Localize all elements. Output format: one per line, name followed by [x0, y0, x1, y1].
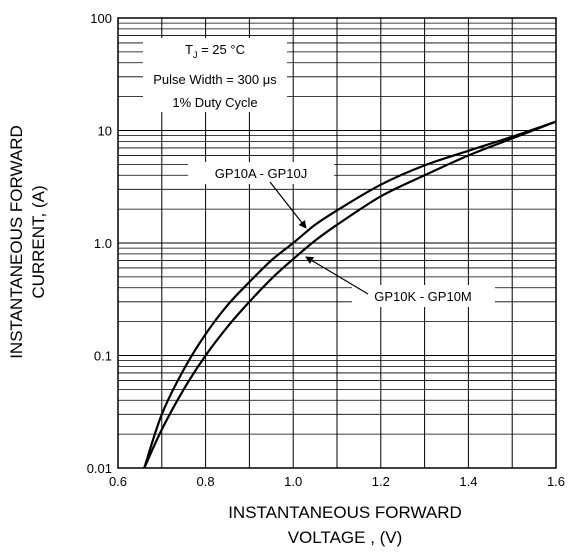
series-a-label: GP10A - GP10J: [215, 166, 308, 181]
tj-condition: TJ = 25 °C: [185, 42, 245, 60]
y-tick-label: 1.0: [94, 236, 112, 251]
series-b-leader-arrow: [305, 256, 369, 295]
series-line-gp10a-gp10j: [143, 120, 557, 469]
x-tick-label: 1.6: [547, 474, 565, 489]
series-b-label-bg: [352, 285, 495, 307]
series-b-label: GP10K - GP10M: [374, 289, 472, 304]
x-tick-label: 0.6: [109, 474, 127, 489]
x-tick-label: 1.4: [459, 474, 477, 489]
pulse-width-condition: Pulse Width = 300 μs: [153, 72, 277, 87]
y-tick-label: 10: [98, 124, 112, 139]
axis-titles: INSTANTANEOUS FORWARD VOLTAGE , (V) INST…: [7, 125, 462, 547]
plot-frame: [117, 17, 557, 469]
x-tick-label: 0.8: [197, 474, 215, 489]
series-a-leader-arrow: [269, 181, 307, 229]
series-line-gp10k-gp10m: [143, 120, 557, 469]
annotations: TJ = 25 °C Pulse Width = 300 μs 1% Duty …: [143, 38, 495, 307]
y-axis-title-line1: INSTANTANEOUS FORWARD: [7, 125, 26, 359]
y-tick-label: 0.01: [87, 461, 112, 476]
x-axis-title-line1: INSTANTANEOUS FORWARD: [228, 503, 462, 522]
series-curves: [143, 120, 557, 469]
x-tick-label: 1.0: [284, 474, 302, 489]
duty-cycle-condition: 1% Duty Cycle: [172, 95, 257, 110]
x-axis-title-line2: VOLTAGE , (V): [288, 528, 403, 547]
x-tick-label: 1.2: [372, 474, 390, 489]
y-axis-title-line2: CURRENT, (A): [29, 185, 48, 298]
tick-labels: 0.6 0.8 1.0 1.2 1.4 1.6 0.01 0.1 1.0 10 100: [87, 11, 565, 489]
conditions-box-bg: [143, 38, 287, 112]
series-a-label-bg: [188, 162, 334, 184]
y-tick-label: 0.1: [94, 349, 112, 364]
y-tick-label: 100: [90, 11, 112, 26]
